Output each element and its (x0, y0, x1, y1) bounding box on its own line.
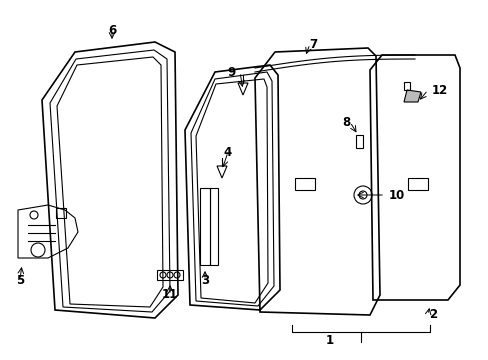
Text: 4: 4 (224, 145, 232, 158)
Polygon shape (217, 166, 226, 178)
Text: 3: 3 (201, 274, 209, 287)
Text: 6: 6 (108, 23, 116, 36)
Text: 12: 12 (431, 84, 447, 96)
Polygon shape (403, 90, 420, 102)
Text: 1: 1 (325, 333, 333, 346)
Text: 9: 9 (227, 66, 236, 78)
Text: 11: 11 (162, 288, 178, 302)
Polygon shape (238, 83, 247, 95)
Text: 8: 8 (341, 116, 349, 129)
Text: 5: 5 (16, 274, 24, 287)
Text: 2: 2 (428, 309, 436, 321)
Text: 10: 10 (388, 189, 404, 202)
Text: 7: 7 (308, 37, 316, 50)
